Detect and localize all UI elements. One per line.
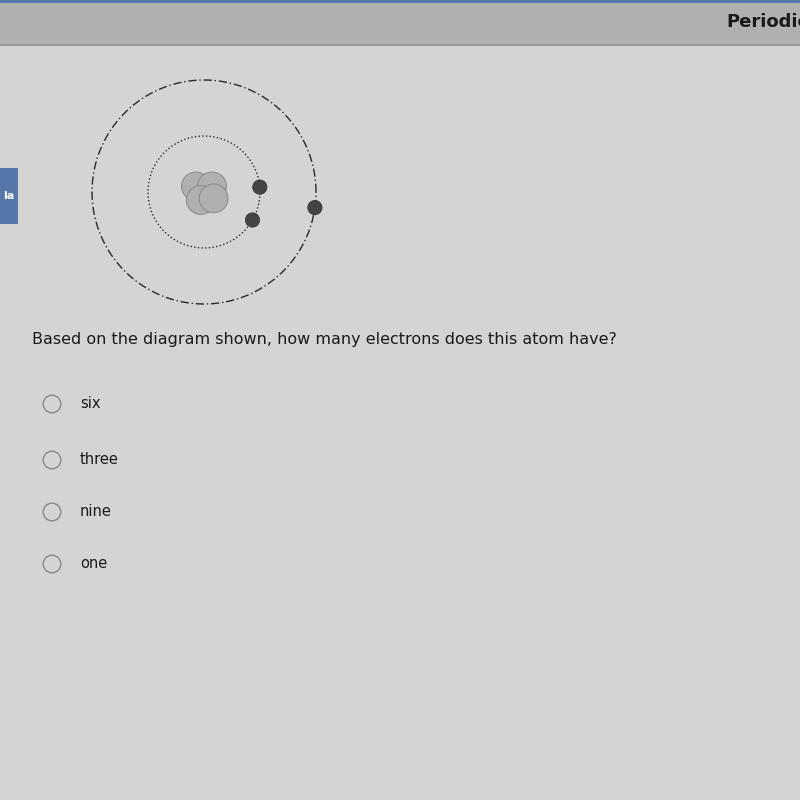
Circle shape (246, 213, 260, 227)
Bar (0, 168, 18, 224)
Text: six: six (80, 397, 101, 411)
Circle shape (186, 186, 215, 214)
Text: three: three (80, 453, 119, 467)
Circle shape (198, 172, 226, 201)
Text: one: one (80, 557, 107, 571)
Bar (0, 44, 800, 46)
Text: Periodic: Periodic (726, 13, 800, 31)
Circle shape (199, 184, 228, 213)
Circle shape (253, 180, 267, 194)
Text: Based on the diagram shown, how many electrons does this atom have?: Based on the diagram shown, how many ele… (32, 332, 617, 347)
Text: nine: nine (80, 505, 112, 519)
Circle shape (182, 172, 210, 201)
Bar (0, 0, 800, 3)
Circle shape (308, 200, 322, 214)
Bar (0, 0, 800, 44)
Text: la: la (3, 191, 14, 201)
